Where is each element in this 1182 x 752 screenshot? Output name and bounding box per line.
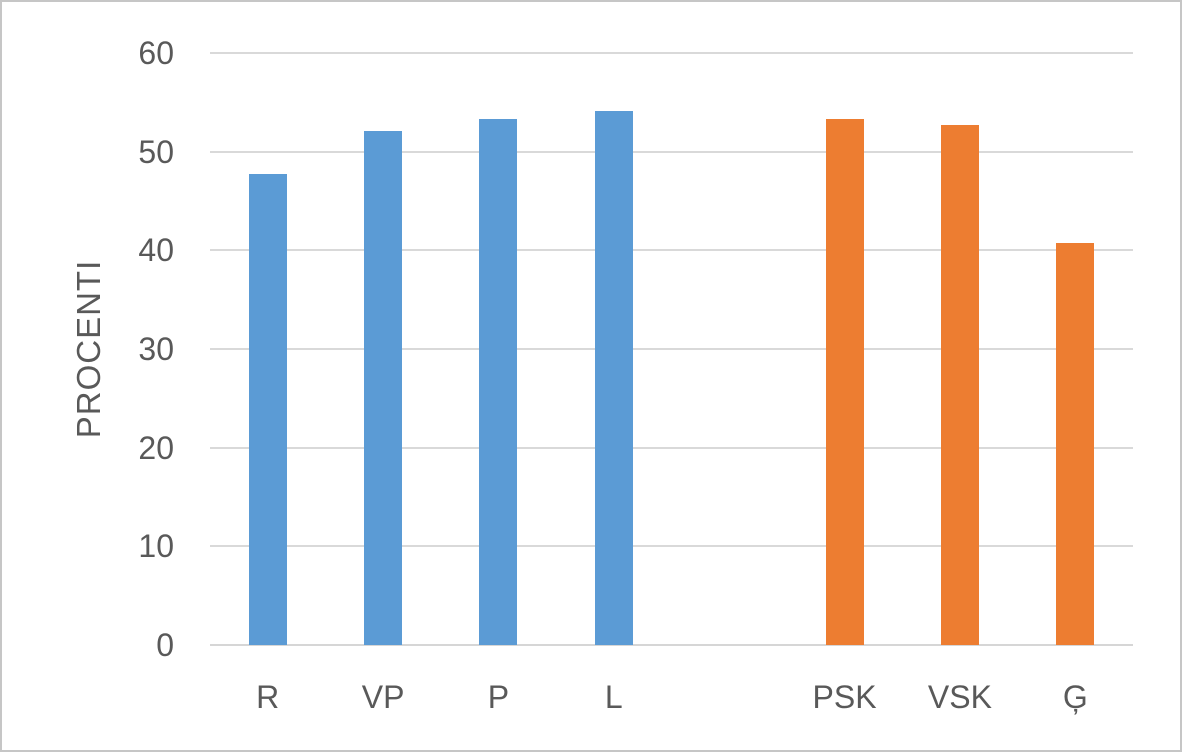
x-axis-line [210, 644, 1133, 646]
gridline-30 [210, 348, 1133, 350]
x-tick-label-VP: VP [361, 679, 405, 715]
y-tick-label-50: 50 [138, 133, 174, 170]
gridline-60 [210, 52, 1133, 54]
x-tick-label-VSK: VSK [927, 679, 992, 715]
x-tick-label-PSK: PSK [812, 679, 877, 715]
y-tick-label-20: 20 [138, 429, 174, 466]
bar-L [594, 111, 633, 645]
gridline-10 [210, 545, 1133, 548]
bar-VSK [940, 125, 979, 645]
y-tick-label-40: 40 [138, 232, 174, 269]
bar-R [248, 174, 287, 645]
bar-VP [364, 130, 403, 645]
bar-Ģ [1056, 243, 1095, 645]
x-tick-label-L: L [604, 679, 623, 715]
x-tick-label-R: R [256, 679, 280, 715]
y-tick-label-0: 0 [156, 627, 174, 663]
bar-PSK [825, 119, 864, 645]
y-tick-label-10: 10 [138, 528, 174, 565]
x-tick-label-Ģ: Ģ [1062, 679, 1088, 715]
gridline-50 [210, 150, 1133, 153]
y-tick-label-30: 30 [138, 331, 174, 367]
gridline-20 [210, 446, 1133, 449]
x-tick-label-P: P [487, 679, 510, 715]
gridline-40 [210, 249, 1133, 252]
y-tick-label-60: 60 [138, 35, 174, 71]
bar-P [479, 119, 518, 645]
